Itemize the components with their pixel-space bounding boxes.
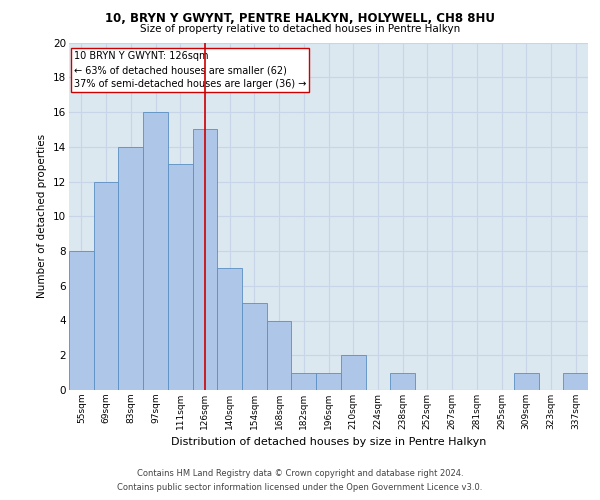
Text: Contains HM Land Registry data © Crown copyright and database right 2024.: Contains HM Land Registry data © Crown c…: [137, 468, 463, 477]
Y-axis label: Number of detached properties: Number of detached properties: [37, 134, 47, 298]
Text: Contains public sector information licensed under the Open Government Licence v3: Contains public sector information licen…: [118, 484, 482, 492]
Bar: [514, 372, 539, 390]
Bar: [217, 268, 242, 390]
X-axis label: Distribution of detached houses by size in Pentre Halkyn: Distribution of detached houses by size …: [171, 438, 486, 448]
Text: Size of property relative to detached houses in Pentre Halkyn: Size of property relative to detached ho…: [140, 24, 460, 34]
Bar: [390, 372, 415, 390]
Bar: [267, 320, 292, 390]
Bar: [563, 372, 588, 390]
Bar: [341, 355, 365, 390]
Bar: [168, 164, 193, 390]
Text: 10 BRYN Y GWYNT: 126sqm
← 63% of detached houses are smaller (62)
37% of semi-de: 10 BRYN Y GWYNT: 126sqm ← 63% of detache…: [74, 51, 307, 89]
Bar: [242, 303, 267, 390]
Bar: [94, 182, 118, 390]
Bar: [292, 372, 316, 390]
Bar: [193, 130, 217, 390]
Bar: [143, 112, 168, 390]
Text: 10, BRYN Y GWYNT, PENTRE HALKYN, HOLYWELL, CH8 8HU: 10, BRYN Y GWYNT, PENTRE HALKYN, HOLYWEL…: [105, 12, 495, 26]
Bar: [118, 147, 143, 390]
Bar: [69, 251, 94, 390]
Bar: [316, 372, 341, 390]
